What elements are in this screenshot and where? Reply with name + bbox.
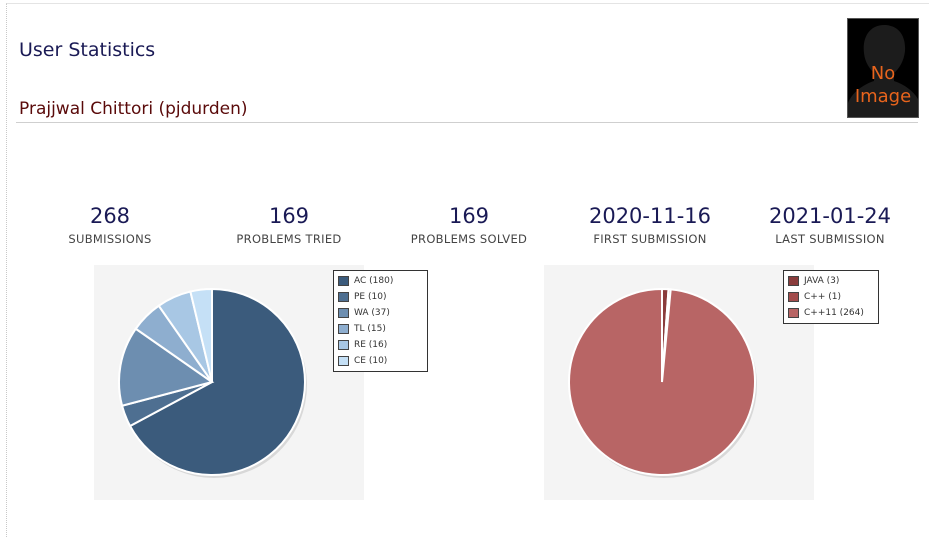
stat-label: SUBMISSIONS bbox=[68, 232, 152, 246]
stat-label: PROBLEMS TRIED bbox=[236, 232, 342, 246]
stat-value: 2020-11-16 bbox=[588, 204, 712, 228]
legend-label: RE (16) bbox=[354, 340, 388, 350]
legend-item: WA (37) bbox=[338, 305, 423, 321]
legend-item: C++ (1) bbox=[788, 289, 874, 305]
legend-label: PE (10) bbox=[354, 292, 387, 302]
stat-last-submission: 2021-01-24 LAST SUBMISSION bbox=[740, 203, 920, 246]
page-title: User Statistics bbox=[19, 39, 156, 61]
result-chart-panel bbox=[94, 265, 364, 500]
header-divider bbox=[16, 122, 918, 123]
legend-swatch bbox=[338, 356, 349, 366]
pie-slice-cplusplus11 bbox=[568, 287, 756, 476]
legend-swatch bbox=[338, 340, 349, 350]
legend-label: WA (37) bbox=[354, 308, 390, 318]
stat-first-submission: 2020-11-16 FIRST SUBMISSION bbox=[560, 203, 740, 246]
legend-label: C++ (1) bbox=[804, 292, 841, 302]
page-frame bbox=[6, 3, 929, 537]
legend-swatch bbox=[338, 308, 349, 318]
avatar-text-line2: Image bbox=[854, 86, 912, 107]
result-pie-chart bbox=[118, 287, 307, 478]
stat-label: FIRST SUBMISSION bbox=[593, 232, 707, 246]
language-chart-legend: JAVA (3) C++ (1) C++11 (264) bbox=[783, 270, 879, 324]
pie-slice-ac bbox=[128, 287, 306, 476]
user-name-heading: Prajjwal Chittori (pjdurden) bbox=[19, 99, 248, 119]
legend-label: TL (15) bbox=[354, 324, 386, 334]
avatar[interactable]: No Image bbox=[847, 18, 919, 118]
stat-problems-solved: 169 PROBLEMS SOLVED bbox=[379, 203, 559, 246]
pie-slice-ce bbox=[189, 287, 213, 383]
avatar-text-line1: No bbox=[870, 63, 896, 84]
legend-label: JAVA (3) bbox=[804, 276, 840, 286]
stat-label: PROBLEMS SOLVED bbox=[410, 232, 528, 246]
legend-swatch bbox=[788, 292, 799, 302]
legend-swatch bbox=[788, 308, 799, 318]
legend-item: RE (16) bbox=[338, 337, 423, 353]
pie-slice-wa bbox=[118, 327, 215, 407]
stat-value: 169 bbox=[268, 204, 310, 228]
legend-swatch bbox=[338, 292, 349, 302]
stat-value: 169 bbox=[448, 204, 490, 228]
result-chart-legend: AC (180) PE (10) WA (37) TL (15) RE (16) CE (… bbox=[333, 270, 428, 372]
stat-value: 2021-01-24 bbox=[768, 204, 892, 228]
language-pie-chart bbox=[568, 287, 757, 478]
legend-label: C++11 (264) bbox=[804, 308, 864, 318]
legend-label: AC (180) bbox=[354, 276, 394, 286]
legend-item: PE (10) bbox=[338, 289, 423, 305]
stat-label: LAST SUBMISSION bbox=[775, 232, 885, 246]
legend-swatch bbox=[338, 324, 349, 334]
stat-value: 268 bbox=[89, 204, 131, 228]
legend-item: AC (180) bbox=[338, 273, 423, 289]
legend-swatch bbox=[788, 276, 799, 286]
stat-submissions: 268 SUBMISSIONS bbox=[20, 203, 200, 246]
silhouette-icon bbox=[848, 25, 918, 117]
legend-item: TL (15) bbox=[338, 321, 423, 337]
legend-item: JAVA (3) bbox=[788, 273, 874, 289]
stat-problems-tried: 169 PROBLEMS TRIED bbox=[199, 203, 379, 246]
legend-label: CE (10) bbox=[354, 356, 388, 366]
legend-item: C++11 (264) bbox=[788, 305, 874, 321]
language-chart-panel bbox=[544, 265, 814, 500]
legend-swatch bbox=[338, 276, 349, 286]
legend-item: CE (10) bbox=[338, 353, 423, 369]
